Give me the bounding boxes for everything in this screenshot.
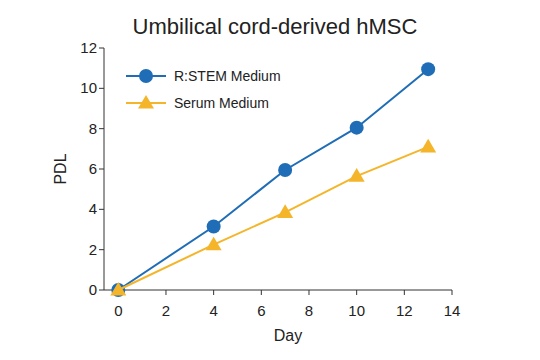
x-tick-label: 2	[162, 302, 170, 319]
x-tick-label: 0	[114, 302, 122, 319]
title: Umbilical cord-derived hMSC	[133, 14, 418, 39]
x-tick-label: 12	[396, 302, 413, 319]
legend-label: Serum Medium	[174, 95, 269, 111]
y-tick	[99, 209, 104, 210]
point	[420, 139, 436, 153]
legend-marker	[139, 69, 153, 83]
point	[206, 237, 222, 251]
series-line	[118, 147, 428, 290]
y-tick-label: 4	[89, 200, 97, 217]
series-line	[118, 69, 428, 290]
point	[349, 168, 365, 182]
y-tick	[99, 290, 104, 291]
x-tick	[165, 290, 166, 295]
y-tick-label: 0	[89, 281, 97, 298]
y-tick	[99, 128, 104, 129]
legend-label: R:STEM Medium	[174, 68, 281, 84]
chart-container: Umbilical cord-derived hMSC 0 2 4 6 8 10 12 14 0 2…	[0, 0, 540, 360]
y-tick-label: 10	[80, 79, 97, 96]
y-tick	[99, 169, 104, 170]
y-tick-label: 12	[80, 39, 97, 56]
x-tick-label: 4	[209, 302, 217, 319]
x-axis	[104, 290, 452, 291]
x-tick	[356, 290, 357, 295]
plot-area	[110, 62, 436, 297]
x-tick-label: 6	[257, 302, 265, 319]
point	[277, 204, 293, 218]
y-tick-label: 8	[89, 120, 97, 137]
x-tick	[261, 290, 262, 295]
chart-svg: Umbilical cord-derived hMSC 0 2 4 6 8 10 12 14 0 2…	[0, 0, 540, 360]
x-tick	[404, 290, 405, 295]
point	[421, 62, 435, 76]
x-tick	[213, 290, 214, 295]
x-tick-label: 10	[348, 302, 365, 319]
x-axis-label: Day	[274, 327, 302, 344]
x-tick-label: 8	[305, 302, 313, 319]
y-tick	[99, 48, 104, 49]
point	[350, 121, 364, 135]
x-tick-label: 14	[444, 302, 461, 319]
y-tick-label: 6	[89, 160, 97, 177]
point	[111, 283, 125, 297]
legend-marker	[138, 95, 154, 109]
point	[278, 163, 292, 177]
y-axis-label: PDL	[52, 153, 69, 184]
x-tick	[308, 290, 309, 295]
y-tick-label: 2	[89, 241, 97, 258]
y-tick	[99, 88, 104, 89]
y-tick	[99, 249, 104, 250]
point	[110, 282, 126, 296]
x-tick	[452, 290, 453, 295]
point	[207, 219, 221, 233]
